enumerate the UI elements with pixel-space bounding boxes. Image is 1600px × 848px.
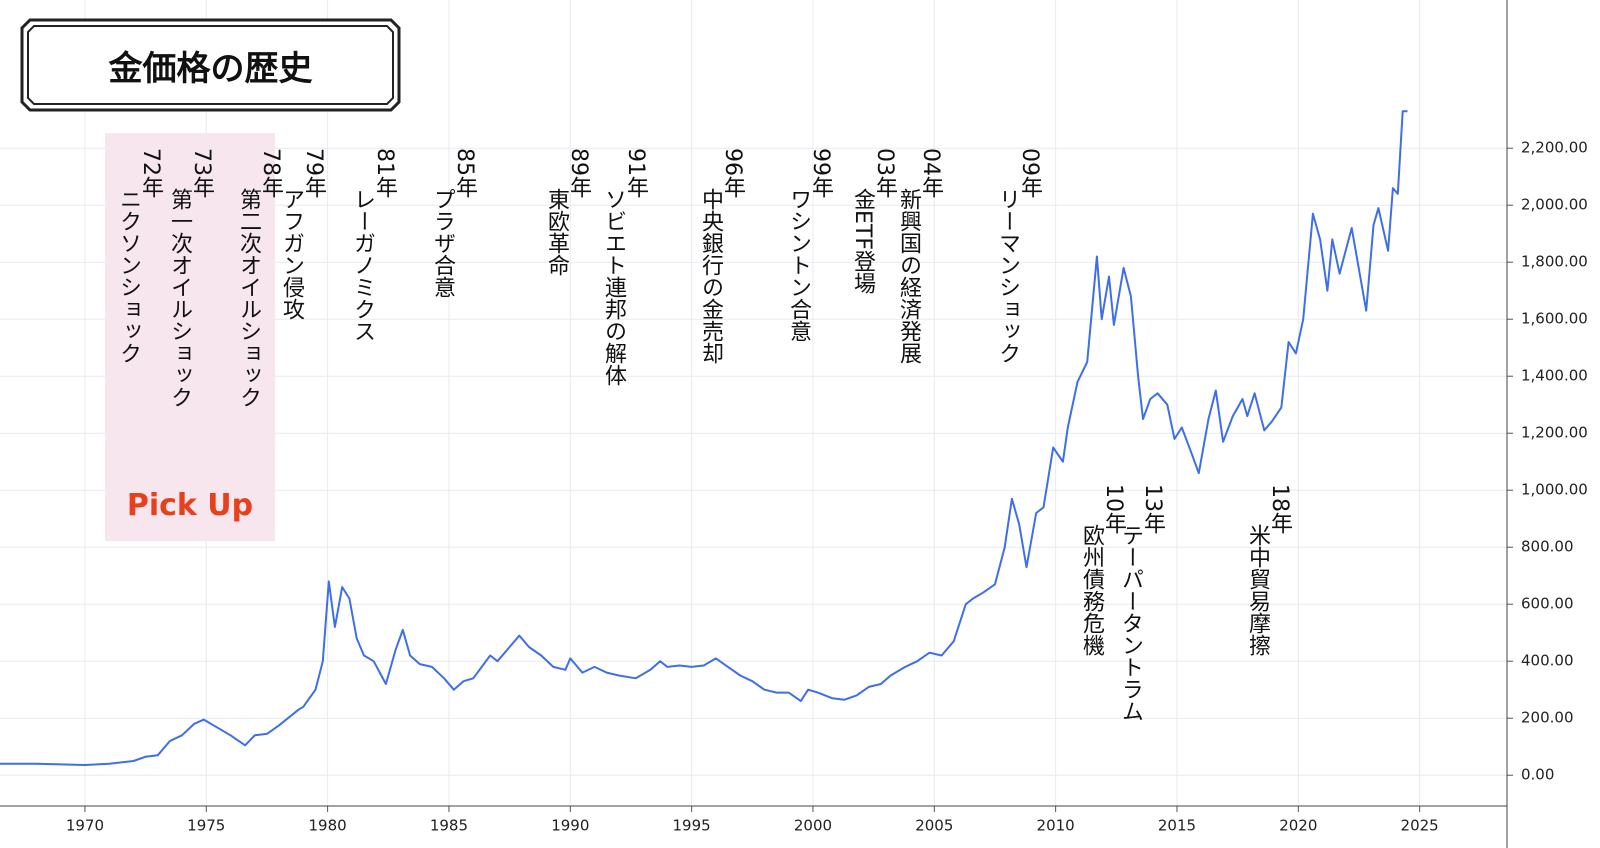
y-tick-label: 1,200.00 bbox=[1521, 424, 1588, 442]
x-tick-label: 1970 bbox=[66, 817, 104, 835]
annotation-event: 金ETF登場 bbox=[850, 188, 875, 294]
annotation-event: テーパータントラム bbox=[1118, 524, 1143, 722]
annotation: 73年 第一次オイルショック bbox=[167, 148, 214, 408]
annotation-event: 第一次オイルショック bbox=[167, 188, 192, 408]
x-tick-label: 2025 bbox=[1401, 817, 1439, 835]
y-tick-label: 800.00 bbox=[1521, 538, 1574, 556]
annotation-event: レーガノミクス bbox=[350, 188, 375, 342]
y-tick-label: 0.00 bbox=[1521, 766, 1554, 784]
annotation-event: アフガン侵攻 bbox=[279, 188, 304, 320]
annotation: 10年 欧州債務危機 bbox=[1079, 484, 1126, 656]
annotation-event: リーマンショック bbox=[995, 188, 1020, 364]
annotation-event: 第二次オイルショック bbox=[236, 188, 261, 408]
annotation-event: ニクソンショック bbox=[116, 188, 141, 364]
annotation-event: ワシントン合意 bbox=[786, 188, 811, 342]
annotation: 09年 リーマンショック bbox=[995, 148, 1042, 364]
annotation: 72年 ニクソンショック bbox=[116, 148, 163, 364]
annotation: 13年 テーパータントラム bbox=[1118, 484, 1165, 722]
annotation-year: 18年 bbox=[1267, 484, 1292, 534]
x-tick-label: 1975 bbox=[187, 817, 225, 835]
annotation-event: プラザ合意 bbox=[430, 188, 455, 298]
x-tick-label: 1985 bbox=[430, 817, 468, 835]
annotation: 91年 ソビエト連邦の解体 bbox=[601, 148, 648, 386]
annotation: 81年 レーガノミクス bbox=[350, 148, 397, 342]
y-tick-label: 400.00 bbox=[1521, 652, 1574, 670]
annotation-event: 欧州債務危機 bbox=[1079, 524, 1104, 656]
annotation-year: 04年 bbox=[918, 148, 943, 198]
annotation: 03年 金ETF登場 bbox=[850, 148, 897, 294]
annotation: 78年 第二次オイルショック bbox=[236, 148, 283, 408]
annotation: 99年 ワシントン合意 bbox=[786, 148, 833, 342]
annotation-year: 13年 bbox=[1140, 484, 1165, 534]
annotation-year: 09年 bbox=[1017, 148, 1042, 198]
x-tick-label: 2015 bbox=[1158, 817, 1196, 835]
annotation: 96年 中央銀行の金売却 bbox=[698, 148, 745, 364]
annotation-year: 85年 bbox=[452, 148, 477, 198]
annotation-year: 03年 bbox=[872, 148, 897, 198]
highlight-label: Pick Up bbox=[126, 488, 254, 523]
y-tick-label: 2,200.00 bbox=[1521, 139, 1588, 157]
chart-title: 金価格の歴史 bbox=[108, 48, 313, 89]
annotation-year: 89年 bbox=[566, 148, 591, 198]
annotation-year: 73年 bbox=[189, 148, 214, 198]
x-tick-label: 2005 bbox=[915, 817, 953, 835]
x-tick-label: 2010 bbox=[1037, 817, 1075, 835]
annotation-event: 東欧革命 bbox=[544, 188, 569, 276]
annotation-event: ソビエト連邦の解体 bbox=[601, 188, 626, 386]
y-tick-label: 600.00 bbox=[1521, 595, 1574, 613]
annotation: 89年 東欧革命 bbox=[544, 148, 591, 276]
y-tick-label: 1,600.00 bbox=[1521, 310, 1588, 328]
annotation: 85年 プラザ合意 bbox=[430, 148, 477, 298]
annotation-year: 72年 bbox=[138, 148, 163, 198]
y-tick-label: 2,000.00 bbox=[1521, 196, 1588, 214]
price-line bbox=[0, 110, 1408, 766]
annotation: 79年 アフガン侵攻 bbox=[279, 148, 326, 320]
annotation-year: 91年 bbox=[623, 148, 648, 198]
annotation-year: 10年 bbox=[1101, 484, 1126, 534]
annotation-event: 中央銀行の金売却 bbox=[698, 188, 723, 364]
y-tick-label: 200.00 bbox=[1521, 709, 1574, 727]
annotation: 04年 新興国の経済発展 bbox=[896, 148, 943, 364]
annotation-year: 81年 bbox=[372, 148, 397, 198]
annotation: 18年 米中貿易摩擦 bbox=[1245, 484, 1292, 656]
annotation-year: 99年 bbox=[808, 148, 833, 198]
x-tick-label: 1990 bbox=[551, 817, 589, 835]
annotation-year: 78年 bbox=[258, 148, 283, 198]
x-tick-label: 1995 bbox=[673, 817, 711, 835]
y-tick-label: 1,000.00 bbox=[1521, 481, 1588, 499]
x-tick-label: 2020 bbox=[1279, 817, 1317, 835]
title-frame bbox=[20, 18, 401, 112]
x-tick-label: 2000 bbox=[794, 817, 832, 835]
highlight-box bbox=[105, 133, 275, 541]
x-tick-label: 1980 bbox=[309, 817, 347, 835]
annotation-event: 米中貿易摩擦 bbox=[1245, 524, 1270, 656]
y-tick-label: 1,400.00 bbox=[1521, 367, 1588, 385]
annotation-year: 79年 bbox=[301, 148, 326, 198]
y-tick-label: 1,800.00 bbox=[1521, 253, 1588, 271]
annotation-event: 新興国の経済発展 bbox=[896, 188, 921, 364]
annotation-year: 96年 bbox=[720, 148, 745, 198]
